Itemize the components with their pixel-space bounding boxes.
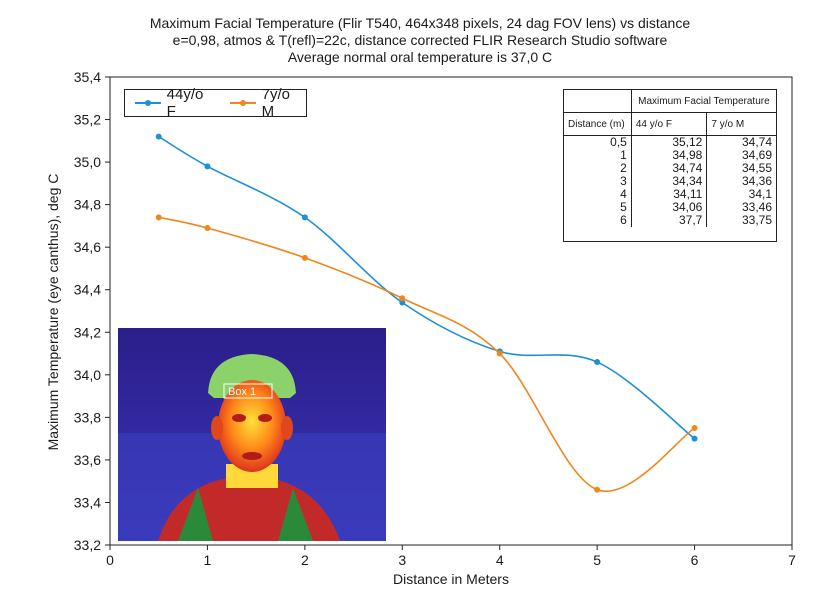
data-point — [155, 133, 162, 140]
inset-box-label: Box 1 — [228, 386, 256, 398]
y-tick-label: 34,8 — [74, 197, 101, 213]
x-tick-label: 0 — [106, 552, 114, 568]
table-row: 5 34,06 33,46 — [564, 201, 776, 214]
legend-label-series-2: 7y/o M — [261, 86, 290, 120]
y-tick-label: 35,2 — [74, 112, 101, 128]
table-cell: 33,75 — [741, 213, 772, 227]
table-cell: 0,5 — [564, 135, 632, 149]
table-col-series-1: 44 y/o F — [631, 112, 708, 136]
data-table: Maximum Facial Temperature Distance (m) … — [563, 89, 777, 242]
table-cell: 5 — [564, 201, 632, 214]
legend-item-series-2: 7y/o M — [229, 86, 306, 120]
table-row: 2 34,74 34,55 — [564, 162, 776, 175]
y-tick-label: 33,6 — [74, 452, 101, 468]
table-cell: 34,1 — [748, 187, 772, 201]
chart-title-line-3: Average normal oral temperature is 37,0 … — [287, 49, 553, 65]
data-point — [155, 214, 162, 221]
data-point — [691, 425, 698, 431]
legend-swatch-series-1 — [135, 100, 161, 106]
x-tick-label: 5 — [593, 552, 601, 568]
data-point — [301, 254, 308, 261]
data-point — [496, 350, 503, 357]
table-cell: 34,55 — [741, 161, 772, 175]
table-col-distance: Distance (m) — [564, 112, 632, 136]
data-point — [301, 214, 308, 221]
table-cell: 35,12 — [631, 135, 708, 149]
table-cell: 33,46 — [741, 200, 772, 214]
table-row: 4 34,11 34,1 — [564, 188, 776, 201]
table-cell: 2 — [564, 162, 632, 175]
y-tick-label: 34,4 — [74, 282, 101, 298]
table-cell: 4 — [564, 188, 632, 201]
x-tick-label: 3 — [398, 552, 406, 568]
chart-title-line-2: e=0,98, atmos & T(refl)=22c, distance co… — [172, 32, 668, 48]
legend-label-series-1: 44y/o F — [166, 86, 204, 120]
thermal-camera-image: Box 1 — [118, 328, 386, 541]
y-tick-label: 35,4 — [74, 69, 101, 85]
table-cell: 34,69 — [741, 148, 772, 162]
x-tick-label: 1 — [204, 552, 212, 568]
table-group-header: Maximum Facial Temperature — [631, 90, 776, 113]
plot-frame — [109, 76, 793, 546]
table-row: 0,5 35,12 34,74 — [564, 135, 776, 149]
table-corner — [564, 90, 632, 113]
y-axis-label: Maximum Temperature (eye canthus), deg C — [45, 173, 61, 451]
table-cell: 34,06 — [631, 201, 708, 214]
data-point — [399, 295, 406, 302]
table-cell: 37,7 — [631, 214, 708, 227]
table-col-series-2: 7 y/o M — [706, 112, 776, 136]
data-point — [204, 225, 211, 232]
y-tick-label: 33,4 — [74, 494, 101, 510]
table-cell: 34,74 — [741, 135, 772, 149]
data-point — [594, 486, 601, 493]
data-point — [399, 299, 406, 306]
y-tick-label: 34,2 — [74, 324, 101, 340]
y-tick-label: 33,8 — [74, 409, 101, 425]
y-tick-label: 33,2 — [74, 537, 101, 553]
x-tick-label: 4 — [496, 552, 504, 568]
table-cell: 34,36 — [741, 174, 772, 188]
table-row: 1 34,98 34,69 — [564, 149, 776, 162]
chart-title-line-1: Maximum Facial Temperature (Flir T540, 4… — [149, 15, 691, 31]
x-tick-label: 2 — [301, 552, 309, 568]
table-cell: 34,98 — [631, 149, 708, 162]
legend-item-series-1: 44y/o F — [135, 86, 216, 120]
table-cell: 6 — [564, 214, 632, 227]
data-point — [594, 359, 601, 366]
table-cell: 34,11 — [631, 188, 708, 201]
table-row: 6 37,7 33,75 — [564, 214, 776, 227]
x-axis-label: Distance in Meters — [393, 571, 509, 587]
table-row: 3 34,34 34,36 — [564, 175, 776, 188]
x-tick-label: 7 — [788, 552, 796, 568]
table-cell: 1 — [564, 149, 632, 162]
series-layer — [155, 133, 698, 493]
data-point — [691, 435, 698, 442]
legend: 44y/o F 7y/o M — [124, 86, 307, 120]
data-point — [204, 163, 211, 170]
table-cell: 3 — [564, 175, 632, 188]
y-tick-label: 34,6 — [74, 239, 101, 255]
table-cell: 34,34 — [631, 175, 708, 188]
y-tick-label: 35,0 — [74, 154, 101, 170]
y-tick-label: 34,0 — [74, 367, 101, 383]
x-tick-label: 6 — [691, 552, 699, 568]
table-cell: 34,74 — [631, 162, 708, 175]
legend-swatch-series-2 — [229, 100, 256, 106]
chart-axes: 0 1 2 3 4 5 6 733,233,433,633,834,034,234,434,6… — [74, 69, 796, 568]
